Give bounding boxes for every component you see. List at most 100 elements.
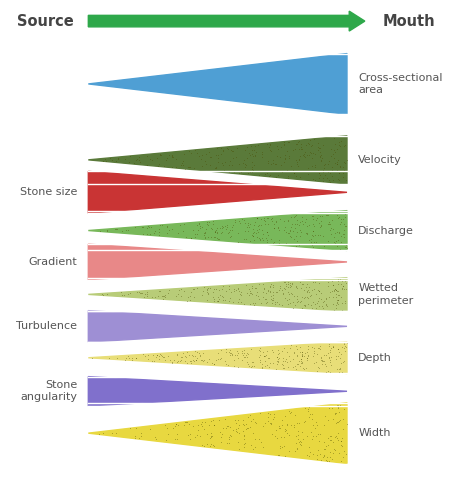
- Point: [154, 162, 162, 170]
- Text: Mouth: Mouth: [382, 13, 434, 28]
- Point: [308, 149, 316, 157]
- Point: [186, 357, 193, 365]
- Point: [189, 422, 196, 429]
- Point: [247, 362, 255, 370]
- Point: [272, 142, 280, 150]
- Point: [257, 215, 264, 223]
- Point: [340, 222, 348, 230]
- Point: [206, 434, 213, 442]
- Point: [207, 417, 214, 425]
- Point: [330, 167, 337, 174]
- Point: [302, 452, 310, 459]
- FancyArrow shape: [88, 11, 364, 31]
- Point: [161, 357, 168, 364]
- Point: [232, 427, 239, 434]
- Point: [179, 157, 187, 164]
- Point: [270, 414, 277, 421]
- Point: [289, 147, 296, 154]
- Point: [263, 140, 270, 147]
- Point: [181, 418, 188, 426]
- Point: [146, 230, 154, 238]
- Point: [315, 450, 323, 457]
- Point: [324, 212, 331, 219]
- Point: [326, 436, 334, 443]
- Point: [302, 293, 310, 300]
- Point: [281, 154, 288, 162]
- Point: [267, 419, 274, 427]
- Point: [317, 156, 324, 163]
- Point: [314, 169, 322, 176]
- Point: [219, 293, 226, 300]
- Point: [202, 225, 209, 233]
- Point: [240, 421, 248, 429]
- Point: [143, 292, 150, 299]
- Point: [245, 287, 253, 295]
- Point: [269, 415, 276, 423]
- Point: [305, 288, 313, 296]
- Point: [274, 451, 281, 458]
- Point: [317, 302, 325, 310]
- Point: [119, 292, 127, 299]
- Point: [280, 140, 288, 147]
- Point: [240, 346, 248, 354]
- Point: [211, 228, 219, 236]
- Point: [315, 437, 322, 444]
- Point: [203, 358, 210, 366]
- Point: [227, 167, 235, 175]
- Point: [265, 283, 273, 291]
- Point: [126, 289, 134, 297]
- Text: Width: Width: [357, 428, 390, 438]
- Point: [322, 294, 329, 302]
- Point: [205, 148, 212, 156]
- Point: [340, 339, 347, 347]
- Point: [304, 403, 312, 411]
- Point: [339, 221, 347, 228]
- Point: [173, 351, 181, 359]
- Point: [291, 242, 299, 250]
- Point: [324, 160, 332, 168]
- Point: [333, 434, 340, 442]
- Point: [225, 348, 232, 356]
- Point: [337, 350, 344, 358]
- Point: [203, 286, 210, 294]
- Point: [327, 404, 335, 412]
- Point: [331, 410, 338, 417]
- Point: [207, 224, 215, 232]
- Point: [335, 364, 343, 372]
- Text: Depth: Depth: [357, 353, 391, 363]
- Point: [264, 173, 272, 180]
- Point: [274, 350, 282, 358]
- Point: [309, 222, 317, 229]
- Point: [259, 230, 266, 238]
- Point: [284, 431, 292, 439]
- Point: [217, 347, 225, 354]
- Point: [325, 356, 333, 364]
- Point: [243, 349, 250, 357]
- Point: [263, 239, 270, 246]
- Point: [342, 176, 349, 184]
- Point: [190, 433, 198, 441]
- Point: [269, 294, 276, 302]
- Point: [297, 140, 304, 148]
- Point: [283, 229, 291, 237]
- Point: [311, 231, 319, 239]
- Point: [325, 157, 332, 165]
- Point: [313, 422, 320, 429]
- Point: [217, 144, 225, 152]
- Point: [327, 361, 334, 369]
- Point: [190, 285, 197, 293]
- Point: [179, 227, 187, 234]
- Point: [319, 142, 326, 149]
- Point: [286, 409, 293, 417]
- Point: [245, 292, 252, 299]
- Point: [284, 138, 291, 146]
- Point: [298, 217, 306, 225]
- Point: [331, 433, 338, 441]
- Point: [274, 224, 281, 231]
- Text: Turbulence: Turbulence: [16, 321, 77, 331]
- Point: [267, 420, 275, 428]
- Point: [296, 439, 304, 446]
- Point: [273, 223, 281, 231]
- Point: [267, 235, 274, 243]
- Point: [296, 343, 303, 351]
